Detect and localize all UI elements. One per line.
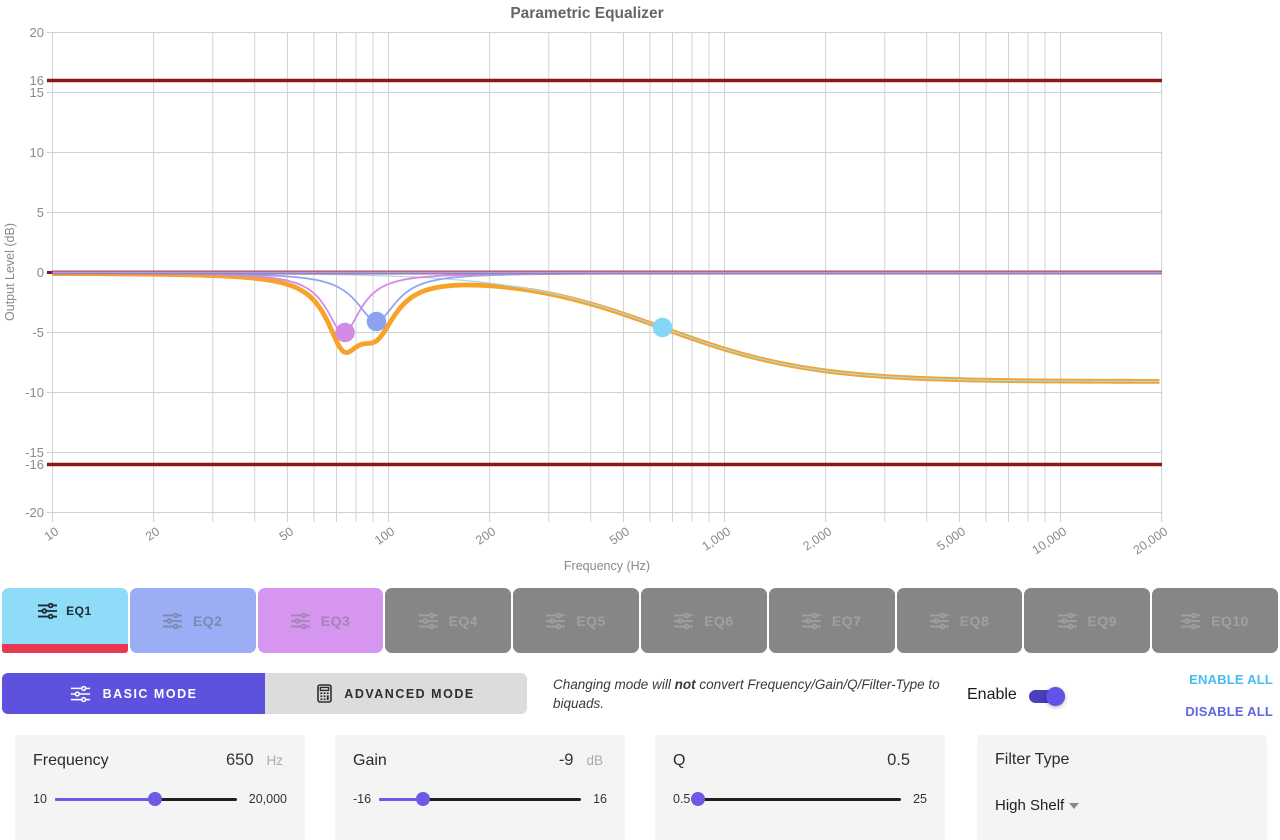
svg-text:-5: -5: [32, 325, 44, 340]
svg-text:15: 15: [30, 85, 44, 100]
svg-text:10,000: 10,000: [1030, 524, 1070, 557]
svg-text:-15: -15: [25, 445, 44, 460]
svg-text:Output Level (dB): Output Level (dB): [3, 223, 17, 321]
svg-text:16: 16: [30, 73, 44, 88]
svg-text:500: 500: [607, 524, 632, 547]
svg-text:20,000: 20,000: [1131, 524, 1171, 557]
svg-text:2,000: 2,000: [801, 524, 835, 553]
svg-text:1,000: 1,000: [699, 524, 733, 553]
svg-text:10: 10: [42, 524, 61, 543]
svg-text:Frequency (Hz): Frequency (Hz): [564, 559, 650, 573]
svg-text:200: 200: [473, 524, 498, 547]
svg-text:5,000: 5,000: [934, 524, 968, 553]
svg-text:100: 100: [372, 524, 397, 547]
svg-text:5: 5: [37, 205, 44, 220]
svg-text:Parametric Equalizer: Parametric Equalizer: [510, 5, 663, 22]
svg-text:-10: -10: [25, 385, 44, 400]
svg-text:10: 10: [30, 145, 44, 160]
svg-text:50: 50: [277, 524, 296, 543]
svg-text:20: 20: [30, 25, 44, 40]
svg-text:0: 0: [37, 265, 44, 280]
svg-text:20: 20: [143, 524, 162, 543]
svg-text:-20: -20: [25, 505, 44, 520]
svg-text:-16: -16: [25, 457, 44, 472]
